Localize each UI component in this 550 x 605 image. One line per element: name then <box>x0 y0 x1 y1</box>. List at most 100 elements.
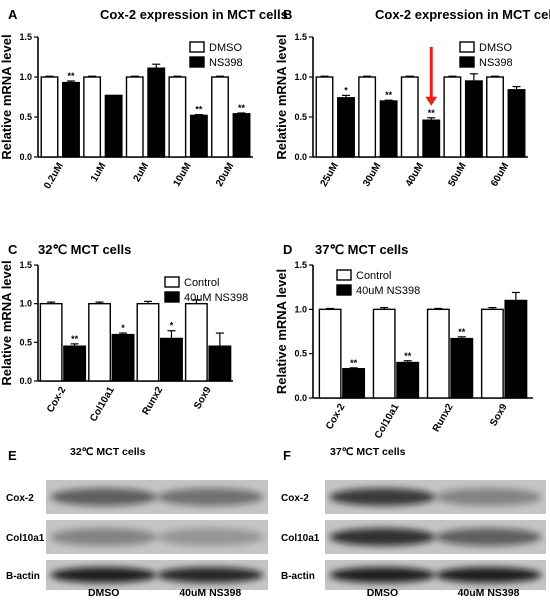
significance-marker: ** <box>428 108 436 118</box>
bar-treated <box>396 361 420 399</box>
bar-treated <box>464 80 483 158</box>
bar-control <box>211 76 229 158</box>
chart-title: 32℃ MCT cells <box>38 242 131 257</box>
blot-row-label: B-actin <box>281 571 315 582</box>
bar-control <box>136 302 160 382</box>
significance-marker: ** <box>350 358 358 368</box>
legend-swatch <box>336 284 352 296</box>
legend-swatch <box>164 276 180 288</box>
y-tick-label: 0.5 <box>294 349 307 359</box>
chart-panel-d: D 37℃ MCT cells Relative mRNA level 0.0 0.5 1… <box>274 242 533 441</box>
chart-panel-a: A Cox-2 expression in MCT cells Relative m… <box>0 7 288 191</box>
y-tick-label: 1.5 <box>19 32 32 42</box>
legend-label: 40uM NS398 <box>356 285 420 297</box>
x-tick-label: 2uM <box>132 161 152 184</box>
blot-band <box>435 488 542 506</box>
significance-marker: * <box>121 323 125 333</box>
blot-condition-label: 40uM NS398 <box>458 587 520 599</box>
bar-treated <box>63 345 87 382</box>
bar-treated <box>160 337 183 382</box>
blot-row-label: Cox-2 <box>281 493 309 504</box>
bar-control <box>358 76 377 158</box>
bar-control <box>426 308 450 399</box>
panel-label: C <box>8 242 18 257</box>
blot-row-label: Col10a1 <box>281 533 320 544</box>
chart-title: 37℃ MCT cells <box>315 242 408 257</box>
blot-band <box>157 488 264 506</box>
y-tick-label: 1.5 <box>294 260 307 270</box>
bar-treated <box>232 113 251 158</box>
bar-treated <box>111 333 135 382</box>
y-tick-label: 1.0 <box>19 72 32 82</box>
x-tick-label: 30uM <box>361 161 383 189</box>
blot-band <box>50 567 157 583</box>
bar-control <box>168 76 187 158</box>
bar-treated <box>62 81 80 158</box>
bar-treated <box>379 100 398 158</box>
y-tick-label: 1.0 <box>294 72 307 82</box>
blot-band <box>50 488 157 506</box>
y-tick-label: 0.0 <box>19 152 32 162</box>
bar-treated <box>208 345 232 382</box>
significance-marker: ** <box>67 71 75 81</box>
chart-title: Cox-2 expression in MCT cells <box>375 7 550 22</box>
bar-control <box>315 76 334 158</box>
bar-control <box>40 76 59 158</box>
x-tick-label: 50uM <box>446 161 468 189</box>
chart-panel-c: C 32℃ MCT cells Relative mRNA level 0.0 0.5 1… <box>0 242 248 424</box>
bar-treated <box>104 94 123 158</box>
y-tick-label: 1.5 <box>19 260 32 270</box>
panel-label: B <box>283 7 292 22</box>
legend-label: 40uM NS398 <box>184 292 248 304</box>
bar-treated <box>504 299 528 399</box>
y-axis-label: Relative mRNA level <box>0 260 14 385</box>
x-tick-label: Cox-2 <box>324 402 348 432</box>
blot-row-label: B-actin <box>6 571 40 582</box>
legend-label: DMSO <box>209 42 242 54</box>
y-tick-label: 0.5 <box>19 337 32 347</box>
y-axis-label: Relative mRNA level <box>274 34 289 159</box>
legend-swatch <box>459 41 475 53</box>
blot-band <box>435 567 542 583</box>
significance-marker: ** <box>71 334 79 344</box>
bar-control <box>372 308 396 399</box>
legend-label: Control <box>356 270 391 282</box>
y-tick-label: 1.0 <box>19 299 32 309</box>
blot-band <box>329 528 436 546</box>
x-tick-label: Cox-2 <box>45 385 69 415</box>
blot-row-label: Cox-2 <box>6 493 34 504</box>
significance-marker: ** <box>385 90 393 100</box>
blot-band <box>435 528 542 546</box>
bar-control <box>486 76 504 158</box>
bar-control <box>443 76 462 158</box>
x-tick-label: 0.2uM <box>42 161 66 191</box>
chart-title: Cox-2 expression in MCT cells <box>100 7 288 22</box>
x-tick-label: 40uM <box>404 161 426 189</box>
legend-swatch <box>189 56 205 68</box>
bar-control <box>184 302 208 382</box>
panel-label: E <box>8 448 17 463</box>
significance-marker: ** <box>195 105 203 115</box>
x-tick-label: Sox9 <box>488 402 510 429</box>
x-tick-label: Col10a1 <box>88 385 117 424</box>
blot-condition-label: DMSO <box>88 587 120 599</box>
blot-band <box>157 528 264 546</box>
bar-control <box>480 308 504 399</box>
bar-treated <box>342 368 366 399</box>
blot-band <box>329 567 436 583</box>
y-tick-label: 0.5 <box>294 112 307 122</box>
bar-treated <box>450 337 474 399</box>
blot-row-label: Col10a1 <box>6 533 45 544</box>
panel-label: D <box>283 242 292 257</box>
legend-label: DMSO <box>479 42 512 54</box>
x-tick-label: Runx2 <box>140 385 165 417</box>
blot-title: 37℃ MCT cells <box>330 446 406 458</box>
legend-label: NS398 <box>479 57 513 69</box>
blot-band <box>157 567 264 583</box>
significance-marker: ** <box>458 327 466 337</box>
y-axis-label: Relative mRNA level <box>0 34 14 159</box>
significance-marker: * <box>170 321 174 331</box>
y-tick-label: 0.0 <box>294 393 307 403</box>
bar-control <box>125 76 144 158</box>
